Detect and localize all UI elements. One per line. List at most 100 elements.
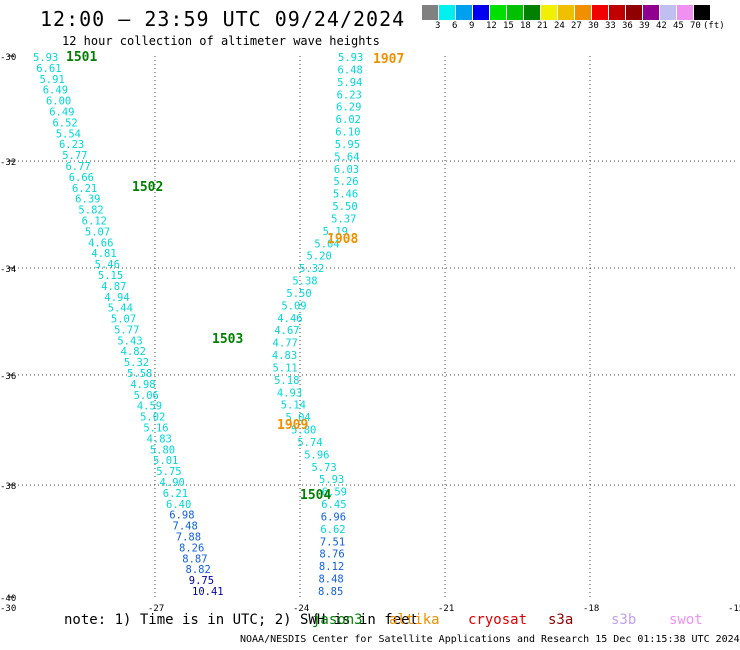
track-a-wave-height: 8.87 (182, 553, 207, 565)
track-b-wave-height: 4.83 (272, 350, 297, 362)
longitude-label: -21 (438, 604, 454, 614)
mission-label: altika (389, 612, 440, 628)
track-b-wave-height: 7.51 (320, 536, 345, 548)
colorbar-swatch (660, 5, 677, 20)
colorbar-swatch (473, 5, 490, 20)
track-a-wave-height: 6.12 (82, 215, 107, 227)
mission-label: s3a (548, 612, 574, 628)
track-a-wave-height: 6.66 (69, 172, 94, 184)
colorbar-label: 12 (486, 21, 497, 31)
track-b-wave-height: 5.04 (285, 412, 310, 424)
track-a-wave-height: 6.52 (52, 117, 77, 129)
longitude-label: -30 (0, 604, 16, 614)
track-b-wave-height: 6.02 (336, 114, 361, 126)
track-b-wave-height: 5.19 (323, 226, 348, 238)
track-a-wave-height: 5.44 (108, 303, 133, 315)
pass-number-label: 1908 (327, 232, 358, 247)
track-b-wave-height: 5.38 (292, 276, 317, 288)
track-a-wave-height: 5.07 (85, 226, 110, 238)
colorbar-swatch (490, 5, 507, 20)
credit-line: NOAA/NESDIS Center for Satellite Applica… (240, 634, 740, 645)
mission-label: swot (669, 612, 703, 628)
track-b-wave-height: 5.96 (304, 449, 329, 461)
track-b-wave-height: 4.46 (277, 313, 302, 325)
track-a-wave-height: 4.83 (147, 433, 172, 445)
track-a-wave-height: 5.93 (33, 52, 58, 64)
colorbar-label: (ft) (703, 21, 725, 31)
track-b-wave-height: 5.93 (338, 52, 363, 64)
track-a-wave-height: 4.90 (160, 477, 185, 489)
latitude-label: -36 (0, 372, 16, 382)
longitude-label: -15 (728, 604, 740, 614)
colorbar-swatch (592, 5, 609, 20)
track-b-wave-height: 5.11 (272, 362, 297, 374)
track-a-wave-height: 10.41 (192, 586, 224, 598)
track-b-wave-height: 6.23 (337, 89, 362, 101)
track-a-wave-height: 7.88 (176, 532, 201, 544)
track-b-wave-height: 5.80 (291, 425, 316, 437)
colorbar-swatch (507, 5, 524, 20)
latitude-label: -32 (0, 158, 16, 168)
track-a-wave-height: 5.58 (127, 368, 152, 380)
track-a-wave-height: 6.21 (72, 183, 97, 195)
track-a-wave-height: 5.43 (117, 335, 142, 347)
track-b-wave-height: 5.93 (319, 474, 344, 486)
track-a-wave-height: 4.94 (104, 292, 129, 304)
wave-height-colorbar (422, 5, 711, 20)
track-b-wave-height: 6.03 (334, 164, 359, 176)
track-b-wave-height: 5.94 (337, 77, 362, 89)
track-b-wave-height: 5.18 (274, 375, 299, 387)
colorbar-label: 45 (673, 21, 684, 31)
track-b-wave-height: 6.96 (321, 511, 346, 523)
track-b-wave-height: 4.93 (277, 387, 302, 399)
track-b-wave-height: 8.48 (318, 574, 343, 586)
mission-label: s3b (611, 612, 637, 628)
colorbar-label: 9 (469, 21, 475, 31)
track-a-wave-height: 4.82 (121, 346, 146, 358)
track-b-wave-height: 5.32 (299, 263, 324, 275)
colorbar-swatch (422, 5, 439, 20)
colorbar-label: 18 (520, 21, 531, 31)
track-b-wave-height: 5.95 (335, 139, 360, 151)
track-b-wave-height: 5.14 (281, 400, 306, 412)
pass-number-label: 1502 (132, 180, 163, 195)
track-a-wave-height: 6.40 (166, 499, 191, 511)
colorbar-swatch (575, 5, 592, 20)
track-a-wave-height: 7.48 (173, 521, 198, 533)
track-a-wave-height: 5.80 (150, 444, 175, 456)
colorbar-swatch (541, 5, 558, 20)
colorbar-label: 33 (605, 21, 616, 31)
track-a-wave-height: 6.98 (169, 510, 194, 522)
track-a-wave-height: 5.91 (39, 74, 64, 86)
track-b-wave-height: 8.85 (318, 586, 343, 598)
colorbar-label: 42 (656, 21, 667, 31)
colorbar-swatch (439, 5, 456, 20)
track-a-wave-height: 5.46 (95, 259, 120, 271)
track-b-wave-height: 5.74 (297, 437, 322, 449)
track-b-wave-height: 5.20 (306, 251, 331, 263)
latitude-label: -30 (0, 53, 16, 63)
colorbar-swatch (677, 5, 694, 20)
track-a-wave-height: 4.98 (130, 379, 155, 391)
track-b-wave-height: 5.73 (311, 462, 336, 474)
colorbar-label: 36 (622, 21, 633, 31)
latitude-label: -40 (0, 594, 16, 604)
track-b-wave-height: 4.67 (274, 325, 299, 337)
latitude-label: -38 (0, 482, 16, 492)
track-a-wave-height: 5.54 (56, 128, 81, 140)
track-a-wave-height: 4.87 (101, 281, 126, 293)
track-a-wave-height: 6.39 (75, 194, 100, 206)
colorbar-label: 3 (435, 21, 441, 31)
track-b-wave-height: 6.10 (335, 127, 360, 139)
track-a-wave-height: 5.07 (111, 314, 136, 326)
track-a-wave-height: 4.59 (137, 401, 162, 413)
colorbar-swatch (626, 5, 643, 20)
track-a-wave-height: 6.23 (59, 139, 84, 151)
colorbar-label: 15 (503, 21, 514, 31)
track-b-wave-height: 6.48 (338, 64, 363, 76)
colorbar-labels: 3 6 9 12 15 18 21 24 27 30 33 36 39 42 45 70 (ft) (422, 21, 740, 33)
track-a-wave-height: 5.32 (124, 357, 149, 369)
colorbar-label: 21 (537, 21, 548, 31)
colorbar-label: 24 (554, 21, 565, 31)
track-b-wave-height: 8.12 (319, 561, 344, 573)
